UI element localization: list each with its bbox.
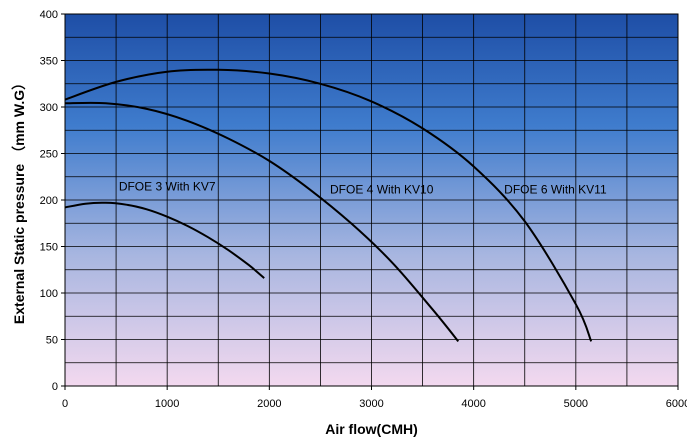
curve-label-series-3: DFOE 6 With KV11 <box>504 182 607 196</box>
x-tick-label: 0 <box>62 398 68 410</box>
curve-label-series-2: DFOE 4 With KV10 <box>330 182 434 196</box>
curve-series-1 <box>64 201 265 279</box>
y-tick-label: 200 <box>40 195 58 207</box>
y-tick-label: 250 <box>40 149 58 161</box>
x-tick-label: 6000 <box>666 398 687 410</box>
y-tick-label: 0 <box>52 381 58 393</box>
x-tick-label: 5000 <box>564 398 588 410</box>
x-tick-label: 1000 <box>155 398 179 410</box>
y-tick-label: 150 <box>40 242 58 254</box>
y-axis-title: External Static pressure （mm W.G） <box>11 76 27 324</box>
y-tick-label: 350 <box>40 56 58 68</box>
y-tick-label: 300 <box>40 102 58 114</box>
curve-label-series-1: DFOE 3 With KV7 <box>119 180 216 194</box>
y-tick-label: 50 <box>46 335 58 347</box>
curve-series-2 <box>64 101 460 343</box>
curve-series-3 <box>64 68 593 342</box>
curves <box>64 68 593 343</box>
x-tick-label: 3000 <box>359 398 383 410</box>
x-tick-label: 2000 <box>257 398 281 410</box>
curve-labels: DFOE 3 With KV7 DFOE 4 With KV10 DFOE 6 Wi… <box>119 180 607 197</box>
grid <box>64 13 679 387</box>
x-axis: 0 1000 2000 3000 4000 5000 6000 <box>62 386 687 410</box>
y-axis: 0 50 100 150 200 250 300 350 400 <box>40 9 65 393</box>
x-tick-label: 4000 <box>461 398 485 410</box>
y-tick-label: 100 <box>40 288 58 300</box>
x-axis-title: Air flow(CMH) <box>325 421 418 437</box>
y-tick-label: 400 <box>40 9 58 21</box>
